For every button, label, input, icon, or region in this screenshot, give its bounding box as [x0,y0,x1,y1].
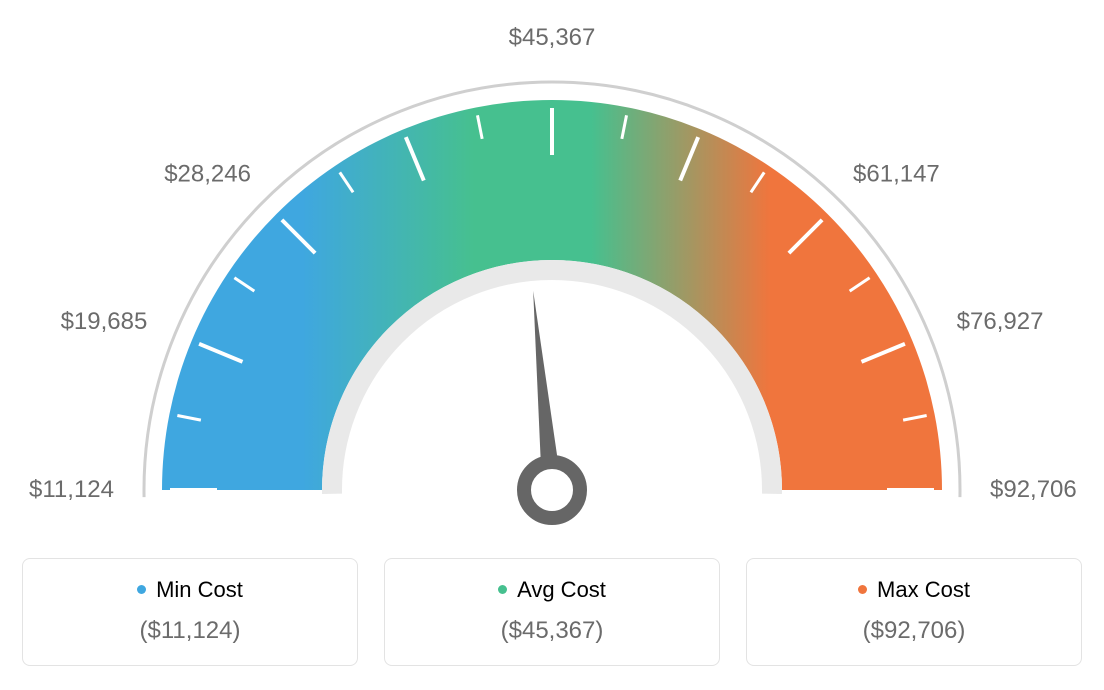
legend-value-min: ($11,124) [33,617,347,645]
legend-card-max: Max Cost ($92,706) [746,558,1082,666]
legend-head-avg: Avg Cost [395,577,709,603]
legend-head-max: Max Cost [757,577,1071,603]
legend-label-avg: Avg Cost [517,577,606,602]
legend-dot-min [137,585,146,594]
legend-label-min: Min Cost [156,577,243,602]
legend-value-max: ($92,706) [757,617,1071,645]
legend-card-avg: Avg Cost ($45,367) [384,558,720,666]
legend-dot-avg [498,585,507,594]
gauge-scale-label: $76,927 [957,308,1044,336]
legend-dot-max [858,585,867,594]
gauge-scale-label: $61,147 [853,161,940,189]
gauge-scale-label: $28,246 [164,161,251,189]
legend-head-min: Min Cost [33,577,347,603]
gauge-svg [22,20,1082,550]
gauge-scale-label: $45,367 [509,24,596,52]
gauge-scale-label: $92,706 [990,476,1077,504]
cost-gauge: $11,124 $19,685 $28,246 $45,367 $61,147 $76,9… [22,20,1082,550]
legend-label-max: Max Cost [877,577,970,602]
gauge-scale-label: $19,685 [61,308,148,336]
legend-card-min: Min Cost ($11,124) [22,558,358,666]
legend-value-avg: ($45,367) [395,617,709,645]
gauge-scale-label: $11,124 [29,476,114,504]
legend-row: Min Cost ($11,124) Avg Cost ($45,367) Ma… [22,558,1082,666]
